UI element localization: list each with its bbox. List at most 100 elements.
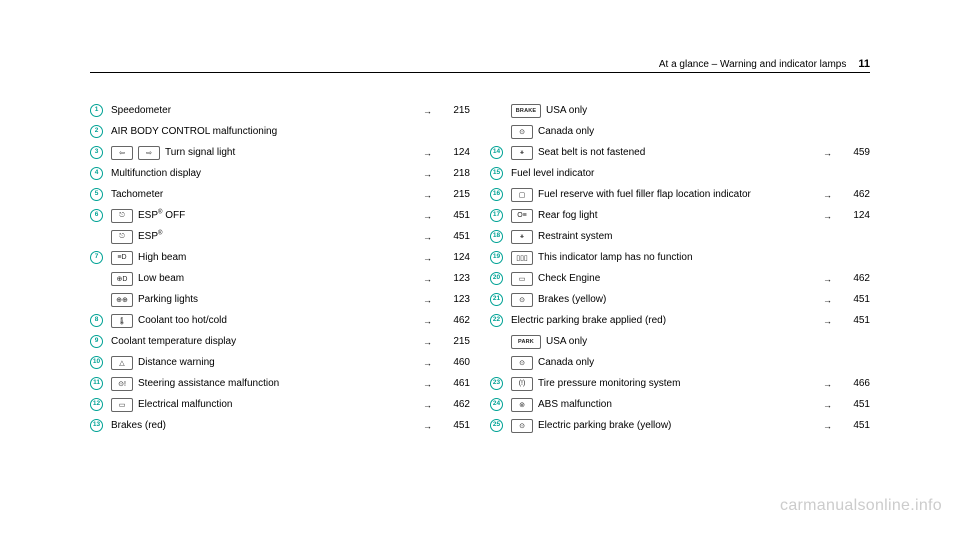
page-arrow-icon: →	[423, 337, 432, 347]
item-number-badge: 21	[490, 293, 503, 306]
indicator-icon: PARK	[511, 335, 541, 349]
page-reference: 462	[440, 399, 470, 410]
list-row: 9 Coolant temperature display → 215	[90, 331, 470, 352]
item-number-badge: 16	[490, 188, 503, 201]
item-number-badge: 4	[90, 167, 103, 180]
page-arrow-icon: →	[823, 148, 832, 158]
header-title: At a glance – Warning and indicator lamp…	[659, 59, 847, 70]
list-row: 10△Distance warning→460	[90, 352, 470, 373]
page-arrow-icon: →	[823, 379, 832, 389]
indicator-icon: ⊙	[511, 356, 533, 370]
item-number-badge: 14	[490, 146, 503, 159]
right-column: BRAKEUSA only⊙Canada only14⚹Seat belt is…	[490, 100, 870, 436]
item-label: Brakes (red)	[111, 419, 415, 432]
indicator-icon: ⊙	[511, 293, 533, 307]
list-row: 3⇦⇨Turn signal light→124	[90, 142, 470, 163]
list-row: 15 Fuel level indicator	[490, 163, 870, 184]
item-label: Restraint system	[538, 230, 870, 243]
item-label: Turn signal light	[165, 146, 415, 159]
item-number-badge: 7	[90, 251, 103, 264]
watermark: carmanualsonline.info	[780, 497, 942, 515]
list-row: 20▭Check Engine→462	[490, 268, 870, 289]
page-reference: 466	[840, 378, 870, 389]
page-reference: 459	[840, 147, 870, 158]
page-reference: 451	[440, 231, 470, 242]
item-number-badge: 23	[490, 377, 503, 390]
page-reference: 124	[440, 147, 470, 158]
list-row: 7≡DHigh beam→124	[90, 247, 470, 268]
page-arrow-icon: →	[423, 190, 432, 200]
page-arrow-icon: →	[423, 295, 432, 305]
left-column: 1 Speedometer → 215 2AIR BODY CONTROL malfun…	[90, 100, 470, 436]
item-number-badge: 1	[90, 104, 103, 117]
page-arrow-icon: →	[823, 295, 832, 305]
item-number-badge: 10	[90, 356, 103, 369]
header-page-number: 11	[858, 58, 870, 70]
page-arrow-icon: →	[823, 190, 832, 200]
indicator-icon: ⇦	[111, 146, 133, 160]
list-row: 13Brakes (red)→451	[90, 415, 470, 436]
item-number-badge: 15	[490, 167, 503, 180]
list-row: ⊙Canada only	[490, 352, 870, 373]
list-row: 5Tachometer→215	[90, 184, 470, 205]
indicator-icon: ▭	[511, 272, 533, 286]
indicator-icon: O≡	[511, 209, 533, 223]
item-number-badge: 12	[90, 398, 103, 411]
item-label: ESP®	[138, 230, 415, 243]
page-reference: 461	[440, 378, 470, 389]
page-arrow-icon: →	[423, 106, 432, 116]
item-label: High beam	[138, 251, 415, 264]
item-number-badge: 24	[490, 398, 503, 411]
list-row: 16▢Fuel reserve with fuel filler flap lo…	[490, 184, 870, 205]
indicator-icon: △	[111, 356, 133, 370]
indicator-icon: 🌡	[111, 314, 133, 328]
item-number-badge: 11	[90, 377, 103, 390]
list-row: 23(!)Tire pressure monitoring system→466	[490, 373, 870, 394]
list-row: 11⊙!Steering assistance malfunction→461	[90, 373, 470, 394]
page-reference: 462	[840, 189, 870, 200]
item-label: ABS malfunction	[538, 398, 815, 411]
item-number-badge: 9	[90, 335, 103, 348]
page-arrow-icon: →	[823, 211, 832, 221]
indicator-icon: ⊕⊕	[111, 293, 133, 307]
item-label: Speedometer	[111, 104, 415, 117]
list-row: 17O≡Rear fog light→124	[490, 205, 870, 226]
page-reference: 215	[440, 105, 470, 116]
list-row: ⊕⊕Parking lights→123	[90, 289, 470, 310]
list-row: 2AIR BODY CONTROL malfunctioning	[90, 121, 470, 142]
item-label: Tire pressure monitoring system	[538, 377, 815, 390]
page-header: At a glance – Warning and indicator lamp…	[90, 58, 870, 70]
item-number-badge: 22	[490, 314, 503, 327]
item-label: Seat belt is not fastened	[538, 146, 815, 159]
page-reference: 124	[840, 210, 870, 221]
item-number-badge: 13	[90, 419, 103, 432]
list-row: 4Multifunction display→218	[90, 163, 470, 184]
item-label: AIR BODY CONTROL malfunctioning	[111, 125, 470, 138]
item-number-badge: 20	[490, 272, 503, 285]
list-row: 21⊙Brakes (yellow)→451	[490, 289, 870, 310]
item-number-badge: 6	[90, 209, 103, 222]
item-label: Fuel level indicator	[511, 167, 870, 180]
item-label: Low beam	[138, 272, 415, 285]
indicator-icon: ⊙	[511, 419, 533, 433]
item-number-badge: 3	[90, 146, 103, 159]
page-reference: 215	[440, 336, 470, 347]
list-row: 18 ⚹ Restraint system	[490, 226, 870, 247]
item-number-badge: 19	[490, 251, 503, 264]
page-arrow-icon: →	[423, 211, 432, 221]
indicator-icon: BRAKE	[511, 104, 541, 118]
indicator-icon: ▢	[511, 188, 533, 202]
item-label: Coolant temperature display	[111, 335, 415, 348]
page-arrow-icon: →	[423, 358, 432, 368]
item-number-badge: 18	[490, 230, 503, 243]
list-row: ⎋ESP®→451	[90, 226, 470, 247]
page-reference: 462	[840, 273, 870, 284]
indicator-icon: ⚹	[511, 230, 533, 244]
page-reference: 462	[440, 315, 470, 326]
page-arrow-icon: →	[423, 400, 432, 410]
page-reference: 451	[440, 420, 470, 431]
item-label: Steering assistance malfunction	[138, 377, 415, 390]
list-row: 19▯▯▯This indicator lamp has no function	[490, 247, 870, 268]
item-number-badge: 25	[490, 419, 503, 432]
indicator-icon: ⊕D	[111, 272, 133, 286]
